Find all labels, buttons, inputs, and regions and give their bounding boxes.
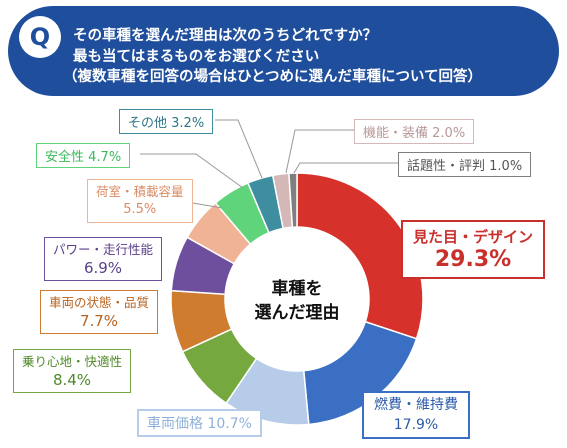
question-banner: Q xyxy=(8,6,559,96)
leader-features xyxy=(285,129,354,174)
slice-design xyxy=(296,172,424,340)
question-line-3: （複数車種を回答の場合はひとつめに選んだ車種について回答） xyxy=(63,69,483,85)
label-price: 車両価格 10.7% xyxy=(137,409,262,437)
q-badge: Q xyxy=(19,16,61,58)
question-line-1: その車種を選んだ理由は次のうちどれですか？ xyxy=(73,28,378,44)
label-safety: 安全性 4.7% xyxy=(36,143,131,168)
label-comfort: 乗り心地・快適性 8.4% xyxy=(13,349,132,393)
center-label-line: 選んだ理由 xyxy=(255,302,340,323)
center-label-line: 車種を xyxy=(272,278,323,299)
label-other: その他 3.2% xyxy=(119,109,214,134)
leader-safety xyxy=(140,153,244,189)
label-power: パワー・走行性能 6.9% xyxy=(44,237,163,281)
label-popularity: 話題性・評判 1.0% xyxy=(398,152,532,177)
label-fuel: 燃費・維持費 17.9% xyxy=(362,391,470,439)
leader-other xyxy=(215,119,263,179)
question-line-2: 最も当てはまるものをお選びください xyxy=(73,49,320,65)
slice-popularity xyxy=(288,172,298,228)
label-quality: 車両の状態・品質 7.7% xyxy=(40,290,159,334)
leader-popularity xyxy=(293,162,398,174)
label-design: 見た目・デザイン 29.3% xyxy=(401,220,546,279)
label-cargo: 荷室・積載容量 5.5% xyxy=(87,179,193,223)
label-features: 機能・装備 2.0% xyxy=(354,119,475,144)
